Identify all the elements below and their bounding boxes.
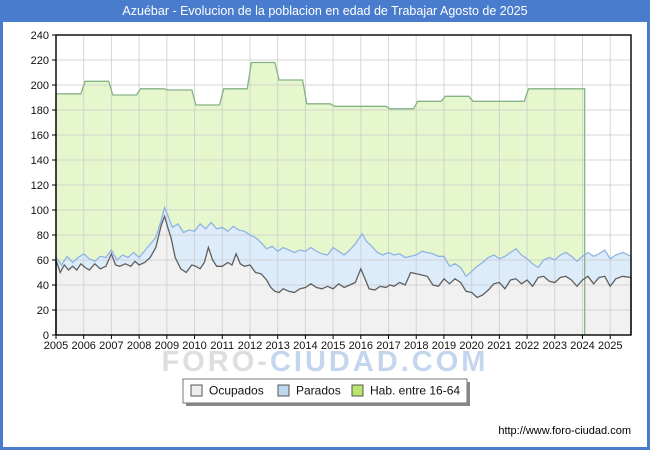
x-tick-label: 2016 [349,340,373,352]
legend-swatch-hab-border [351,384,364,397]
legend-label-parados: Parados [296,384,341,398]
series-fill-2 [56,216,631,335]
y-tick-label: 80 [37,230,49,242]
y-tick-label: 140 [31,155,49,167]
y-tick-label: 40 [37,280,49,292]
x-tick-label: 2007 [99,340,123,352]
y-tick-label: 120 [31,180,49,192]
x-tick-label: 2008 [127,340,151,352]
legend-label-ocupados: Ocupados [209,384,264,398]
x-tick-label: 2021 [487,340,511,352]
x-tick-label: 2010 [182,340,206,352]
series-line-0 [55,61,586,335]
legend-swatch-hab [352,385,363,396]
legend-swatch-parados [278,385,289,396]
x-tick-label: 2011 [210,340,234,352]
x-tick-label: 2025 [598,340,622,352]
watermark: FORO-CIUDAD.COM [162,346,489,378]
x-tick-label: 2013 [265,340,289,352]
x-tick-label: 2017 [376,340,400,352]
x-tick-label: 2020 [459,340,483,352]
x-tick-label: 2015 [321,340,345,352]
y-tick-label: 240 [31,30,49,42]
legend-box [182,378,468,404]
x-tick-label: 2012 [238,340,262,352]
y-tick-label: 200 [31,80,49,92]
y-tick-label: 100 [31,205,49,217]
x-tick-label: 2006 [71,340,95,352]
x-tick-label: 2019 [432,340,456,352]
series-line-2 [55,214,632,335]
watermark-part2: CIUDAD.COM [270,346,489,378]
x-tick-label: 2005 [44,340,68,352]
legend-swatch-ocupados-border [190,384,203,397]
watermark-part1: FORO- [162,346,270,378]
title-bar [0,0,650,22]
y-tick-label: 160 [31,130,49,142]
y-tick-label: 20 [37,305,49,317]
x-tick-label: 2009 [155,340,179,352]
x-tick-label: 2022 [515,340,539,352]
series-line-1 [55,205,632,335]
x-tick-label: 2018 [404,340,428,352]
x-tick-label: 2014 [293,340,317,352]
y-tick-label: 180 [31,105,49,117]
x-tick-label: 2023 [543,340,567,352]
chart-legend: Ocupados Parados Hab. entre 16-64 [182,378,470,406]
x-tick-label: 2024 [570,340,594,352]
y-tick-label: 60 [37,255,49,267]
footer-url: http://www.foro-ciudad.com [498,425,631,437]
y-tick-label: 220 [31,55,49,67]
legend-swatch-ocupados [191,385,202,396]
legend-label-hab: Hab. entre 16-64 [370,384,460,398]
y-tick-label: 0 [43,330,49,342]
legend-swatch-parados-border [277,384,290,397]
chart-title: Azuébar - Evolucion de la poblacion en e… [122,4,527,18]
